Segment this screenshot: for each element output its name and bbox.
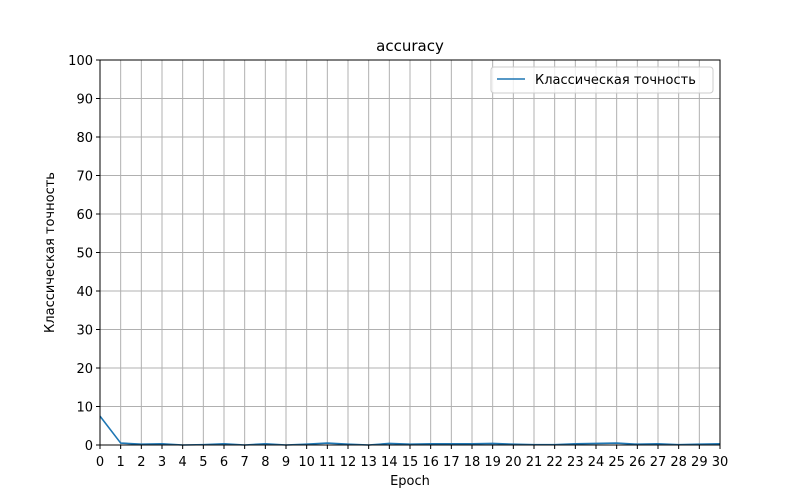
y-tick-label: 50 — [76, 247, 93, 262]
legend: Классическая точность — [490, 66, 714, 94]
chart-title: accuracy — [376, 37, 444, 55]
y-tick-label: 10 — [76, 401, 93, 416]
x-tick-label: 28 — [670, 455, 687, 470]
x-tick-label: 14 — [381, 455, 398, 470]
y-axis-label: Классическая точность — [43, 172, 58, 333]
x-axis-label: Epoch — [390, 474, 430, 489]
x-tick-label: 8 — [261, 455, 269, 470]
legend-label: Классическая точность — [535, 73, 696, 88]
y-tick-label: 20 — [76, 362, 93, 377]
x-tick-label: 24 — [588, 455, 605, 470]
y-tick-label: 40 — [76, 285, 93, 300]
x-tick-label: 26 — [629, 455, 646, 470]
y-tick-label: 30 — [76, 324, 93, 339]
y-tick-label: 90 — [76, 93, 93, 108]
x-tick-label: 11 — [319, 455, 336, 470]
grid — [99, 59, 721, 446]
x-tick-label: 16 — [422, 455, 439, 470]
x-tick-label: 4 — [179, 455, 187, 470]
x-tick-label: 10 — [298, 455, 315, 470]
x-tick-label: 27 — [650, 455, 667, 470]
x-tick-label: 23 — [567, 455, 584, 470]
x-tick-label: 18 — [464, 455, 481, 470]
x-tick-label: 25 — [608, 455, 625, 470]
x-tick-label: 2 — [137, 455, 145, 470]
x-tick-label: 13 — [360, 455, 377, 470]
y-tick-label: 60 — [76, 208, 93, 223]
ticks: 0 1 2 3 4 5 6 7 8 9 10 11 12 13 14 15 16 17 18 19 20 21 22 23 24… — [68, 54, 728, 470]
y-tick-label: 100 — [68, 54, 93, 69]
x-tick-label: 6 — [220, 455, 228, 470]
x-tick-label: 3 — [158, 455, 166, 470]
x-tick-label: 9 — [282, 455, 290, 470]
x-tick-label: 0 — [96, 455, 104, 470]
x-tick-label: 21 — [526, 455, 543, 470]
x-tick-label: 1 — [117, 455, 125, 470]
x-tick-label: 22 — [546, 455, 563, 470]
y-tick-label: 80 — [76, 131, 93, 146]
x-tick-label: 7 — [241, 455, 249, 470]
x-tick-label: 15 — [402, 455, 419, 470]
x-tick-label: 30 — [712, 455, 729, 470]
y-tick-label: 0 — [85, 439, 93, 454]
x-tick-label: 17 — [443, 455, 460, 470]
x-tick-label: 5 — [199, 455, 207, 470]
x-tick-label: 12 — [340, 455, 357, 470]
legend-box — [490, 66, 714, 94]
x-tick-label: 19 — [484, 455, 501, 470]
y-tick-label: 70 — [76, 170, 93, 185]
x-tick-label: 29 — [691, 455, 708, 470]
x-tick-label: 20 — [505, 455, 522, 470]
